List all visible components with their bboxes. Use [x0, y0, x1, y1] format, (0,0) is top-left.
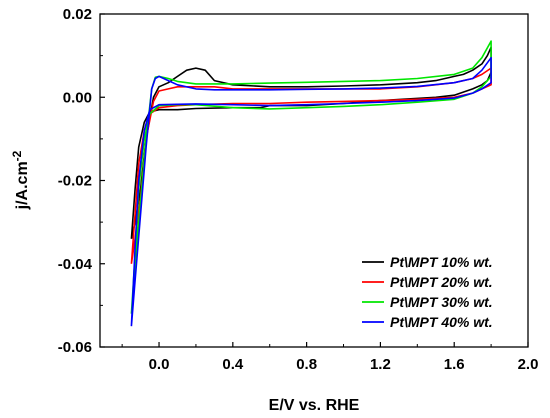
x-tick-label: 0.4 [222, 356, 244, 373]
legend-label-1: Pt\MPT 10% wt. [390, 254, 493, 270]
y-axis-label: j/A.cm-2 [10, 150, 31, 210]
y-tick-label: -0.06 [58, 339, 92, 356]
y-axis-label-main: j/A.cm [14, 161, 31, 210]
y-axis-label-exponent: -2 [10, 150, 24, 161]
y-tick-label: 0.02 [63, 6, 92, 23]
x-axis-label: E/V vs. RHE [269, 397, 360, 414]
legend-label-3: Pt\MPT 30% wt. [390, 294, 493, 310]
x-axis-ticks: 0.0 0.4 0.8 1.2 1.6 2.0 [121, 342, 539, 373]
legend-label-2: Pt\MPT 20% wt. [390, 274, 493, 290]
series-layer [130, 40, 492, 327]
y-tick-label: -0.02 [58, 173, 92, 190]
x-tick-label: 1.6 [444, 356, 465, 373]
y-tick-label: -0.04 [58, 256, 93, 273]
y-tick-label: 0.00 [63, 89, 92, 106]
x-tick-label: 0.0 [149, 356, 170, 373]
y-axis-ticks: 0.02 0.00 -0.02 -0.04 -0.06 [58, 6, 105, 356]
x-tick-label: 0.8 [296, 356, 317, 373]
x-tick-label: 1.2 [370, 356, 391, 373]
series-line-1 [130, 46, 492, 239]
x-tick-label: 2.0 [518, 356, 539, 373]
series-line-4 [130, 56, 492, 327]
legend: Pt\MPT 10% wt. Pt\MPT 20% wt. Pt\MPT 30% w… [362, 254, 493, 330]
legend-label-4: Pt\MPT 40% wt. [390, 314, 493, 330]
